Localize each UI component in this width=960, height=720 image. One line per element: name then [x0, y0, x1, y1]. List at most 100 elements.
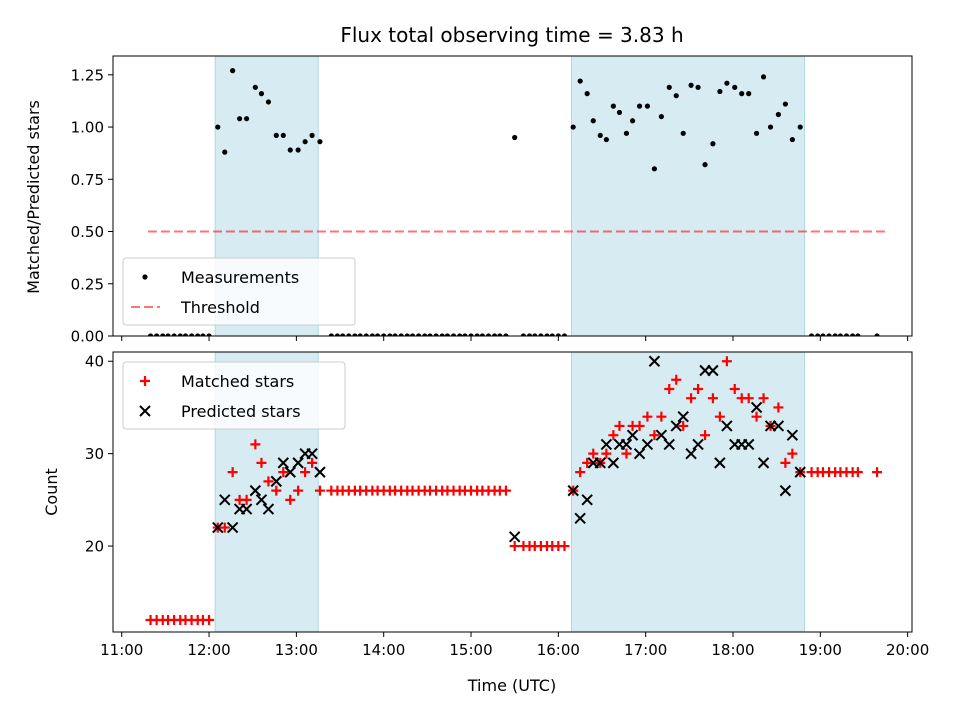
data-point — [508, 531, 521, 543]
data-point — [450, 333, 457, 336]
top-y-tick-label: 0.75 — [71, 171, 104, 189]
data-point — [538, 333, 544, 336]
data-point — [416, 333, 422, 336]
data-point — [381, 333, 387, 336]
data-point — [626, 429, 639, 441]
data-point — [240, 503, 253, 515]
bottom-series-predicted-stars — [212, 355, 806, 543]
data-point — [779, 484, 792, 497]
data-point — [843, 333, 850, 336]
data-point — [581, 494, 593, 506]
data-point — [559, 541, 570, 552]
top-y-tick-label: 0.25 — [71, 275, 104, 293]
data-point — [620, 438, 633, 451]
data-point — [666, 84, 672, 90]
data-point — [648, 355, 661, 367]
bottom-y-tick-label: 30 — [85, 445, 104, 463]
bottom-legend-box — [122, 361, 346, 430]
data-point — [633, 447, 646, 460]
data-point — [820, 333, 826, 336]
data-point — [387, 333, 393, 336]
data-point — [644, 103, 651, 109]
data-point — [357, 333, 363, 336]
data-point — [462, 333, 468, 336]
data-point — [707, 364, 719, 377]
data-point — [352, 333, 358, 336]
top-series-measurements — [147, 68, 880, 336]
legend-entry-label: Matched stars — [181, 372, 294, 391]
data-point — [636, 103, 643, 109]
data-point — [742, 438, 755, 451]
data-point — [570, 124, 576, 130]
data-point — [757, 457, 770, 469]
data-point — [277, 457, 289, 469]
data-point — [374, 333, 381, 336]
data-point — [582, 457, 593, 468]
data-point — [292, 457, 304, 469]
bottom-observing-band-2 — [570, 352, 806, 632]
x-tick-label: 19:00 — [799, 641, 842, 659]
data-point — [314, 485, 325, 496]
data-point — [852, 467, 863, 478]
data-point — [693, 383, 704, 394]
data-point — [479, 333, 485, 336]
data-point — [227, 467, 238, 478]
x-tick-label: 15:00 — [449, 641, 492, 659]
data-point — [212, 521, 224, 534]
top-observing-band-2 — [570, 56, 806, 336]
data-point — [603, 136, 609, 143]
data-point — [302, 139, 308, 145]
data-point — [188, 333, 195, 336]
data-point — [206, 333, 212, 336]
data-point — [832, 333, 838, 336]
data-point — [850, 333, 856, 336]
data-point — [601, 448, 612, 459]
data-point — [154, 333, 160, 336]
data-point — [575, 467, 586, 478]
data-point — [685, 447, 697, 460]
data-point — [409, 333, 416, 336]
data-point — [241, 494, 252, 505]
data-point — [300, 467, 311, 478]
data-point — [658, 113, 664, 120]
data-point — [760, 74, 767, 80]
data-point — [826, 333, 832, 336]
data-point — [874, 333, 880, 336]
top-legend: Measurements Threshold — [122, 257, 356, 326]
data-point — [692, 438, 704, 451]
data-point — [600, 438, 613, 451]
bottom-axes-frame — [112, 351, 913, 633]
data-point — [614, 420, 625, 431]
data-point — [230, 68, 236, 74]
data-point — [567, 484, 579, 497]
data-point — [346, 333, 352, 336]
data-point — [588, 448, 599, 459]
data-point — [714, 411, 725, 422]
data-point — [695, 84, 701, 90]
data-point — [307, 457, 318, 468]
data-point — [182, 333, 189, 336]
data-point — [244, 116, 250, 122]
data-point — [729, 383, 740, 394]
data-point — [256, 457, 267, 468]
data-point — [512, 134, 518, 141]
data-point — [177, 333, 183, 336]
data-point — [200, 333, 206, 336]
data-point — [714, 457, 726, 469]
data-point — [815, 333, 821, 336]
bottom-panel-counts: 20 30 40 11:00 12:00 13:00 14:00 15:00 16:00 17:0… — [85, 351, 929, 659]
data-point — [340, 333, 346, 336]
data-point — [262, 503, 275, 515]
legend-entry-label: Predicted stars — [181, 402, 301, 421]
data-point — [270, 475, 283, 488]
data-point — [392, 333, 398, 336]
data-point — [328, 333, 334, 336]
data-point — [732, 84, 738, 90]
data-point — [195, 333, 201, 336]
data-point — [590, 118, 596, 124]
data-point — [520, 333, 527, 336]
data-point — [491, 333, 498, 336]
data-point — [656, 411, 667, 422]
data-point — [215, 124, 221, 130]
chart-title: Flux total observing time = 3.83 h — [340, 23, 683, 47]
